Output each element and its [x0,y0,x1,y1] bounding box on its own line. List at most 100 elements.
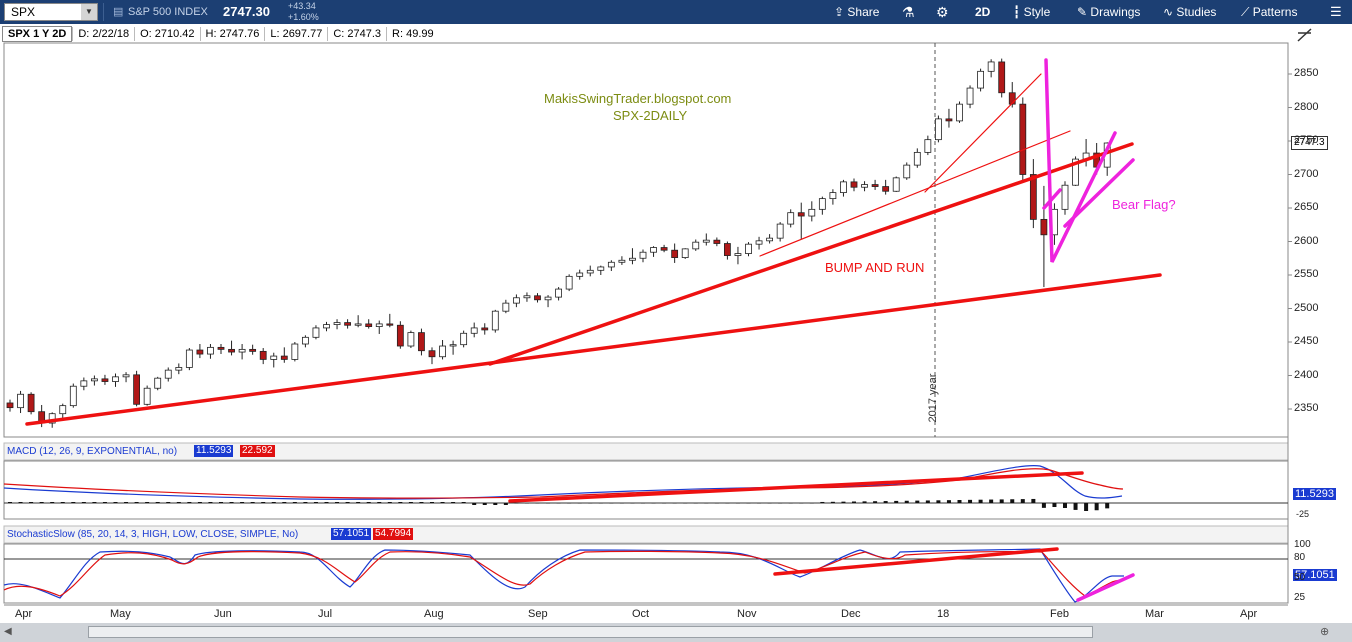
symbol-dropdown-icon[interactable]: ▼ [81,4,97,20]
macd-histogram-bar [335,502,340,503]
month-tick-label: Dec [841,608,861,620]
macd-histogram-bar [250,502,255,503]
candle-up [1103,142,1111,168]
candle-down [713,239,721,244]
candle-up [629,257,636,261]
candle-down [797,212,805,217]
macd-histogram-bar [852,501,856,503]
drawing-tool-icon[interactable] [1297,28,1312,42]
macd-label[interactable]: MACD (12, 26, 9, EXPONENTIAL, no) [7,446,178,457]
toolbar-divider [103,3,104,21]
candle-up [840,181,847,193]
macd-histogram-bar [999,499,1004,503]
candle-up [470,327,478,334]
candle-up [91,378,98,382]
month-tick-label: Feb [1050,608,1069,620]
macd-histogram-bar [609,503,614,504]
candle-up [692,241,700,250]
candle-down [228,348,235,353]
candle-up [491,310,499,331]
zoom-icon[interactable]: ⊕ [1320,626,1330,638]
candle-up [449,344,457,347]
stoch-label[interactable]: StochasticSlow (85, 20, 14, 3, HIGH, LOW… [7,529,299,540]
price-tick-label: 2800 [1294,100,1319,113]
macd-histogram-bar [419,502,424,503]
macd-histogram-bar [968,499,973,503]
percent-change: +1.60% [288,12,319,22]
symbol-value[interactable]: SPX [11,5,36,19]
bump-thin-line-2 [924,73,1042,193]
price-tick-label: 2850 [1294,67,1319,79]
macd-histogram-bar [915,500,920,503]
site-annotation: MakisSwingTrader.blogspot.com [544,91,732,106]
macd-histogram-bar [440,502,445,503]
candle-down [196,349,204,355]
macd-histogram-bar [757,503,762,504]
candle-down [998,61,1006,94]
menu-icon[interactable]: ☰ [1330,4,1342,19]
candle-up [80,380,88,387]
period-button[interactable]: 2D [975,5,991,19]
macd-histogram-bar [598,503,603,504]
macd-histogram-bar [145,502,150,503]
candle-up [586,269,594,274]
macd-histogram-bar [366,502,371,503]
candle-up [238,348,246,353]
studies-button[interactable]: ∿ Studies [1163,0,1216,24]
style-button[interactable]: ┇ Style [1013,0,1050,24]
macd-histogram-bar [514,503,519,504]
macd-histogram-bar [925,500,930,503]
flask-icon[interactable]: ⚗ [902,4,915,20]
candle-up [175,367,183,371]
candle-down [101,378,109,382]
month-tick-label: Mar [1145,608,1164,620]
candle-up [502,302,510,312]
macd-histogram-bar [830,501,835,503]
macd-histogram-bar [50,502,55,503]
macd-histogram-bar [240,502,245,503]
patterns-button[interactable]: ⟋ Patterns [1241,0,1297,24]
candle-up [375,323,383,327]
macd-histogram-bar [894,500,899,503]
candle-down [396,324,404,347]
month-tick-label: Sep [528,608,548,620]
candle-up [935,118,942,141]
candle-up [818,198,826,210]
drawings-button[interactable]: ✎ Drawings [1077,0,1140,24]
candle-down [1093,152,1101,168]
bump-thin-line-1 [759,130,1071,257]
bump-trendline [488,142,1134,366]
candle-up [354,323,362,326]
candle-up [544,296,552,301]
candle-down [428,350,436,358]
horizontal-scrollbar[interactable]: ◀ ⊕ [0,623,1352,642]
share-button[interactable]: ⇪ Share [834,0,879,24]
macd-histogram-bar [81,502,86,503]
candle-down [1019,103,1027,175]
macd-histogram-bar [398,502,403,503]
candle-up [565,275,573,290]
month-tick-label: Jun [214,608,232,620]
candle-up [829,192,837,200]
price-tick-label: 2550 [1294,268,1319,280]
macd-last-tag: 11.5293 [1293,488,1336,500]
candle-icon: ┇ [1013,5,1021,19]
trendlines [25,58,1162,426]
macd-histogram-bar [1052,503,1057,508]
candle-up [555,288,562,298]
gear-icon[interactable]: ⚙ [936,4,949,20]
price-tick-label: 2500 [1294,301,1319,314]
scrollbar-thumb[interactable] [88,626,1093,638]
candle-up [977,70,984,89]
macd-histogram-bar [356,502,361,503]
candle-up [734,253,742,256]
chart-title[interactable]: SPX 1 Y 2D [2,26,73,42]
stoch-axis-label: 80 [1294,552,1306,563]
month-tick-label: Oct [632,608,650,620]
scroll-left-icon[interactable]: ◀ [4,626,12,637]
candle-up [270,355,278,360]
candle-down [1040,218,1048,236]
symbol-input[interactable]: SPX ▼ [4,3,98,21]
macd-histogram-bar [387,502,392,503]
candle-down [534,295,541,301]
